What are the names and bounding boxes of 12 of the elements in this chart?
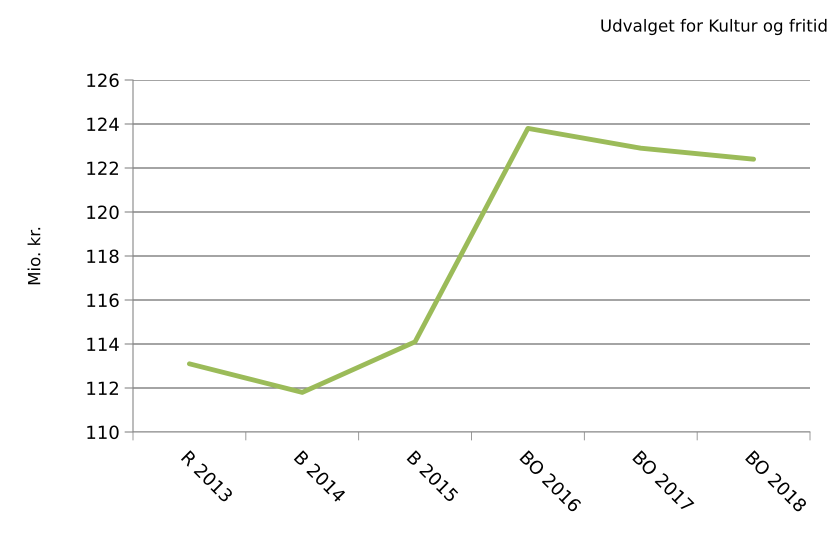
y-tick-label: 124	[87, 117, 119, 131]
y-axis-title: Mio. kr.	[28, 228, 40, 284]
y-tick-label: 110	[87, 425, 119, 440]
y-tick-label: 114	[87, 338, 119, 351]
y-tick-label: 112	[87, 381, 118, 395]
y-tick-label: 120	[87, 205, 119, 220]
y-tick-label: 116	[87, 293, 119, 308]
y-tick-label: 126	[87, 73, 119, 88]
chart-title: Udvalget for Kultur og fritid	[601, 18, 826, 36]
line-series	[186, 126, 756, 395]
y-tick-label: 118	[87, 249, 119, 264]
y-tick-label: 122	[87, 161, 118, 175]
